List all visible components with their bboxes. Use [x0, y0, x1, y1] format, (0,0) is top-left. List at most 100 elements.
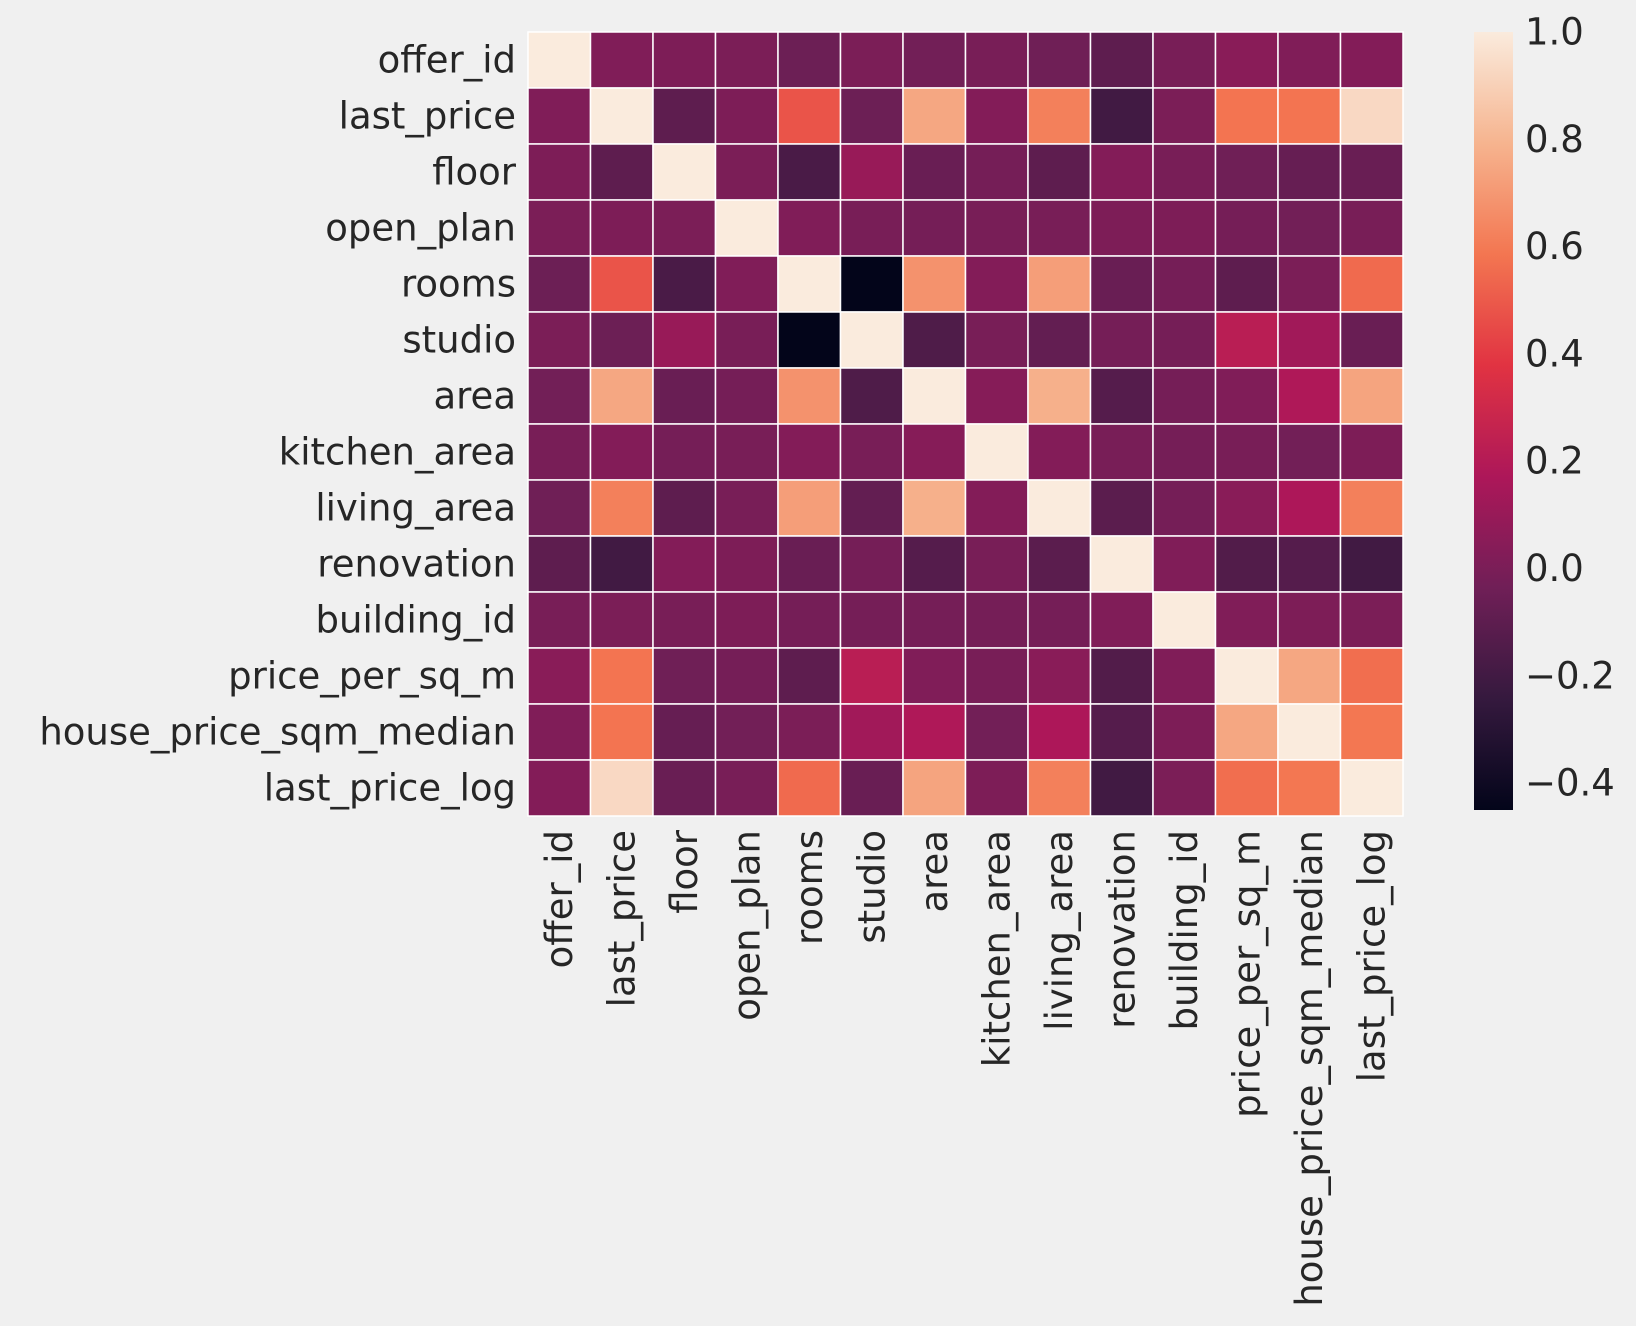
column-label: building_id [1163, 830, 1206, 1030]
heatmap-cell [839, 759, 904, 817]
heatmap-cell [1027, 143, 1092, 201]
heatmap-cell [777, 255, 842, 313]
heatmap-cell [652, 703, 717, 761]
heatmap-cell [589, 647, 654, 705]
heatmap-cell [527, 591, 592, 649]
heatmap-cell [1089, 367, 1154, 425]
heatmap-cell [1027, 87, 1092, 145]
heatmap-cell [1089, 535, 1154, 593]
heatmap-cell [839, 311, 904, 369]
column-label: renovation [1100, 830, 1143, 1029]
heatmap-cell [527, 535, 592, 593]
heatmap-cell [714, 255, 779, 313]
heatmap-cell [777, 647, 842, 705]
heatmap-cell [839, 703, 904, 761]
row-label: floor [432, 151, 517, 194]
heatmap-cell [1027, 591, 1092, 649]
heatmap-cell [1027, 479, 1092, 537]
row-label: price_per_sq_m [228, 655, 516, 698]
heatmap-cell [902, 647, 967, 705]
heatmap-cell [964, 143, 1029, 201]
heatmap-cell [964, 367, 1029, 425]
heatmap-cell [839, 255, 904, 313]
heatmap-cell [1277, 591, 1342, 649]
column-label: house_price_sqm_median [1288, 830, 1331, 1307]
heatmap-cell [1277, 647, 1342, 705]
heatmap-cell [652, 87, 717, 145]
heatmap-cell [714, 367, 779, 425]
heatmap-cell [839, 367, 904, 425]
row-label: kitchen_area [279, 431, 516, 474]
heatmap-cell [1152, 759, 1217, 817]
heatmap-cell [839, 87, 904, 145]
heatmap-cell [777, 703, 842, 761]
column-label: open_plan [725, 830, 768, 1021]
heatmap-cell [1339, 423, 1404, 481]
heatmap-cell [1152, 591, 1217, 649]
heatmap-cell [1214, 31, 1279, 89]
heatmap-cell [1027, 759, 1092, 817]
heatmap-cell [1152, 479, 1217, 537]
heatmap-cell [652, 199, 717, 257]
heatmap-cell [652, 423, 717, 481]
heatmap-cell [589, 255, 654, 313]
heatmap-cell [1089, 591, 1154, 649]
heatmap-cell [1214, 647, 1279, 705]
heatmap-cell [964, 199, 1029, 257]
heatmap-cell [902, 479, 967, 537]
heatmap-cell [527, 31, 592, 89]
heatmap-cell [652, 367, 717, 425]
heatmap-cell [527, 703, 592, 761]
heatmap-cell [1152, 87, 1217, 145]
row-label: offer_id [378, 39, 516, 82]
heatmap-cell [777, 591, 842, 649]
heatmap-cell [527, 367, 592, 425]
heatmap-cell [1214, 423, 1279, 481]
heatmap-cell [714, 591, 779, 649]
heatmap-cell [1027, 367, 1092, 425]
heatmap-cell [1277, 87, 1342, 145]
heatmap-cell [589, 703, 654, 761]
heatmap-cell [902, 31, 967, 89]
heatmap-cell [902, 143, 967, 201]
heatmap-cell [1027, 535, 1092, 593]
heatmap-cell [1277, 423, 1342, 481]
heatmap-cell [964, 87, 1029, 145]
heatmap-cell [652, 535, 717, 593]
colorbar-tick-label: 0.2 [1525, 440, 1584, 483]
heatmap-cell [777, 479, 842, 537]
heatmap-cell [1089, 199, 1154, 257]
heatmap-cell [1152, 535, 1217, 593]
heatmap-cell [1027, 199, 1092, 257]
heatmap-cell [1214, 311, 1279, 369]
heatmap-cell [839, 591, 904, 649]
heatmap-cell [777, 143, 842, 201]
heatmap-cell [1339, 143, 1404, 201]
heatmap-cell [1152, 255, 1217, 313]
heatmap-cell [1214, 759, 1279, 817]
heatmap-cells [527, 31, 1404, 817]
heatmap-cell [1339, 87, 1404, 145]
heatmap-cell [1339, 647, 1404, 705]
colorbar-tick-label: −0.4 [1525, 762, 1615, 805]
colorbar: 1.0 0.8 0.6 0.4 0.2 0.0 −0.2 −0.4 [1474, 11, 1615, 810]
heatmap-cell [1277, 311, 1342, 369]
column-label: kitchen_area [975, 830, 1018, 1067]
heatmap-cell [777, 367, 842, 425]
heatmap-cell [777, 199, 842, 257]
heatmap-cell [589, 759, 654, 817]
heatmap-cell [964, 311, 1029, 369]
heatmap-cell [1152, 31, 1217, 89]
heatmap-cell [839, 423, 904, 481]
heatmap-cell [1027, 311, 1092, 369]
heatmap-cell [652, 759, 717, 817]
heatmap-cell [902, 199, 967, 257]
heatmap-cell [1277, 703, 1342, 761]
heatmap-cell [964, 535, 1029, 593]
heatmap-cell [589, 479, 654, 537]
heatmap-cell [1089, 143, 1154, 201]
heatmap-cell [902, 255, 967, 313]
heatmap-cell [1277, 31, 1342, 89]
heatmap-cell [527, 423, 592, 481]
